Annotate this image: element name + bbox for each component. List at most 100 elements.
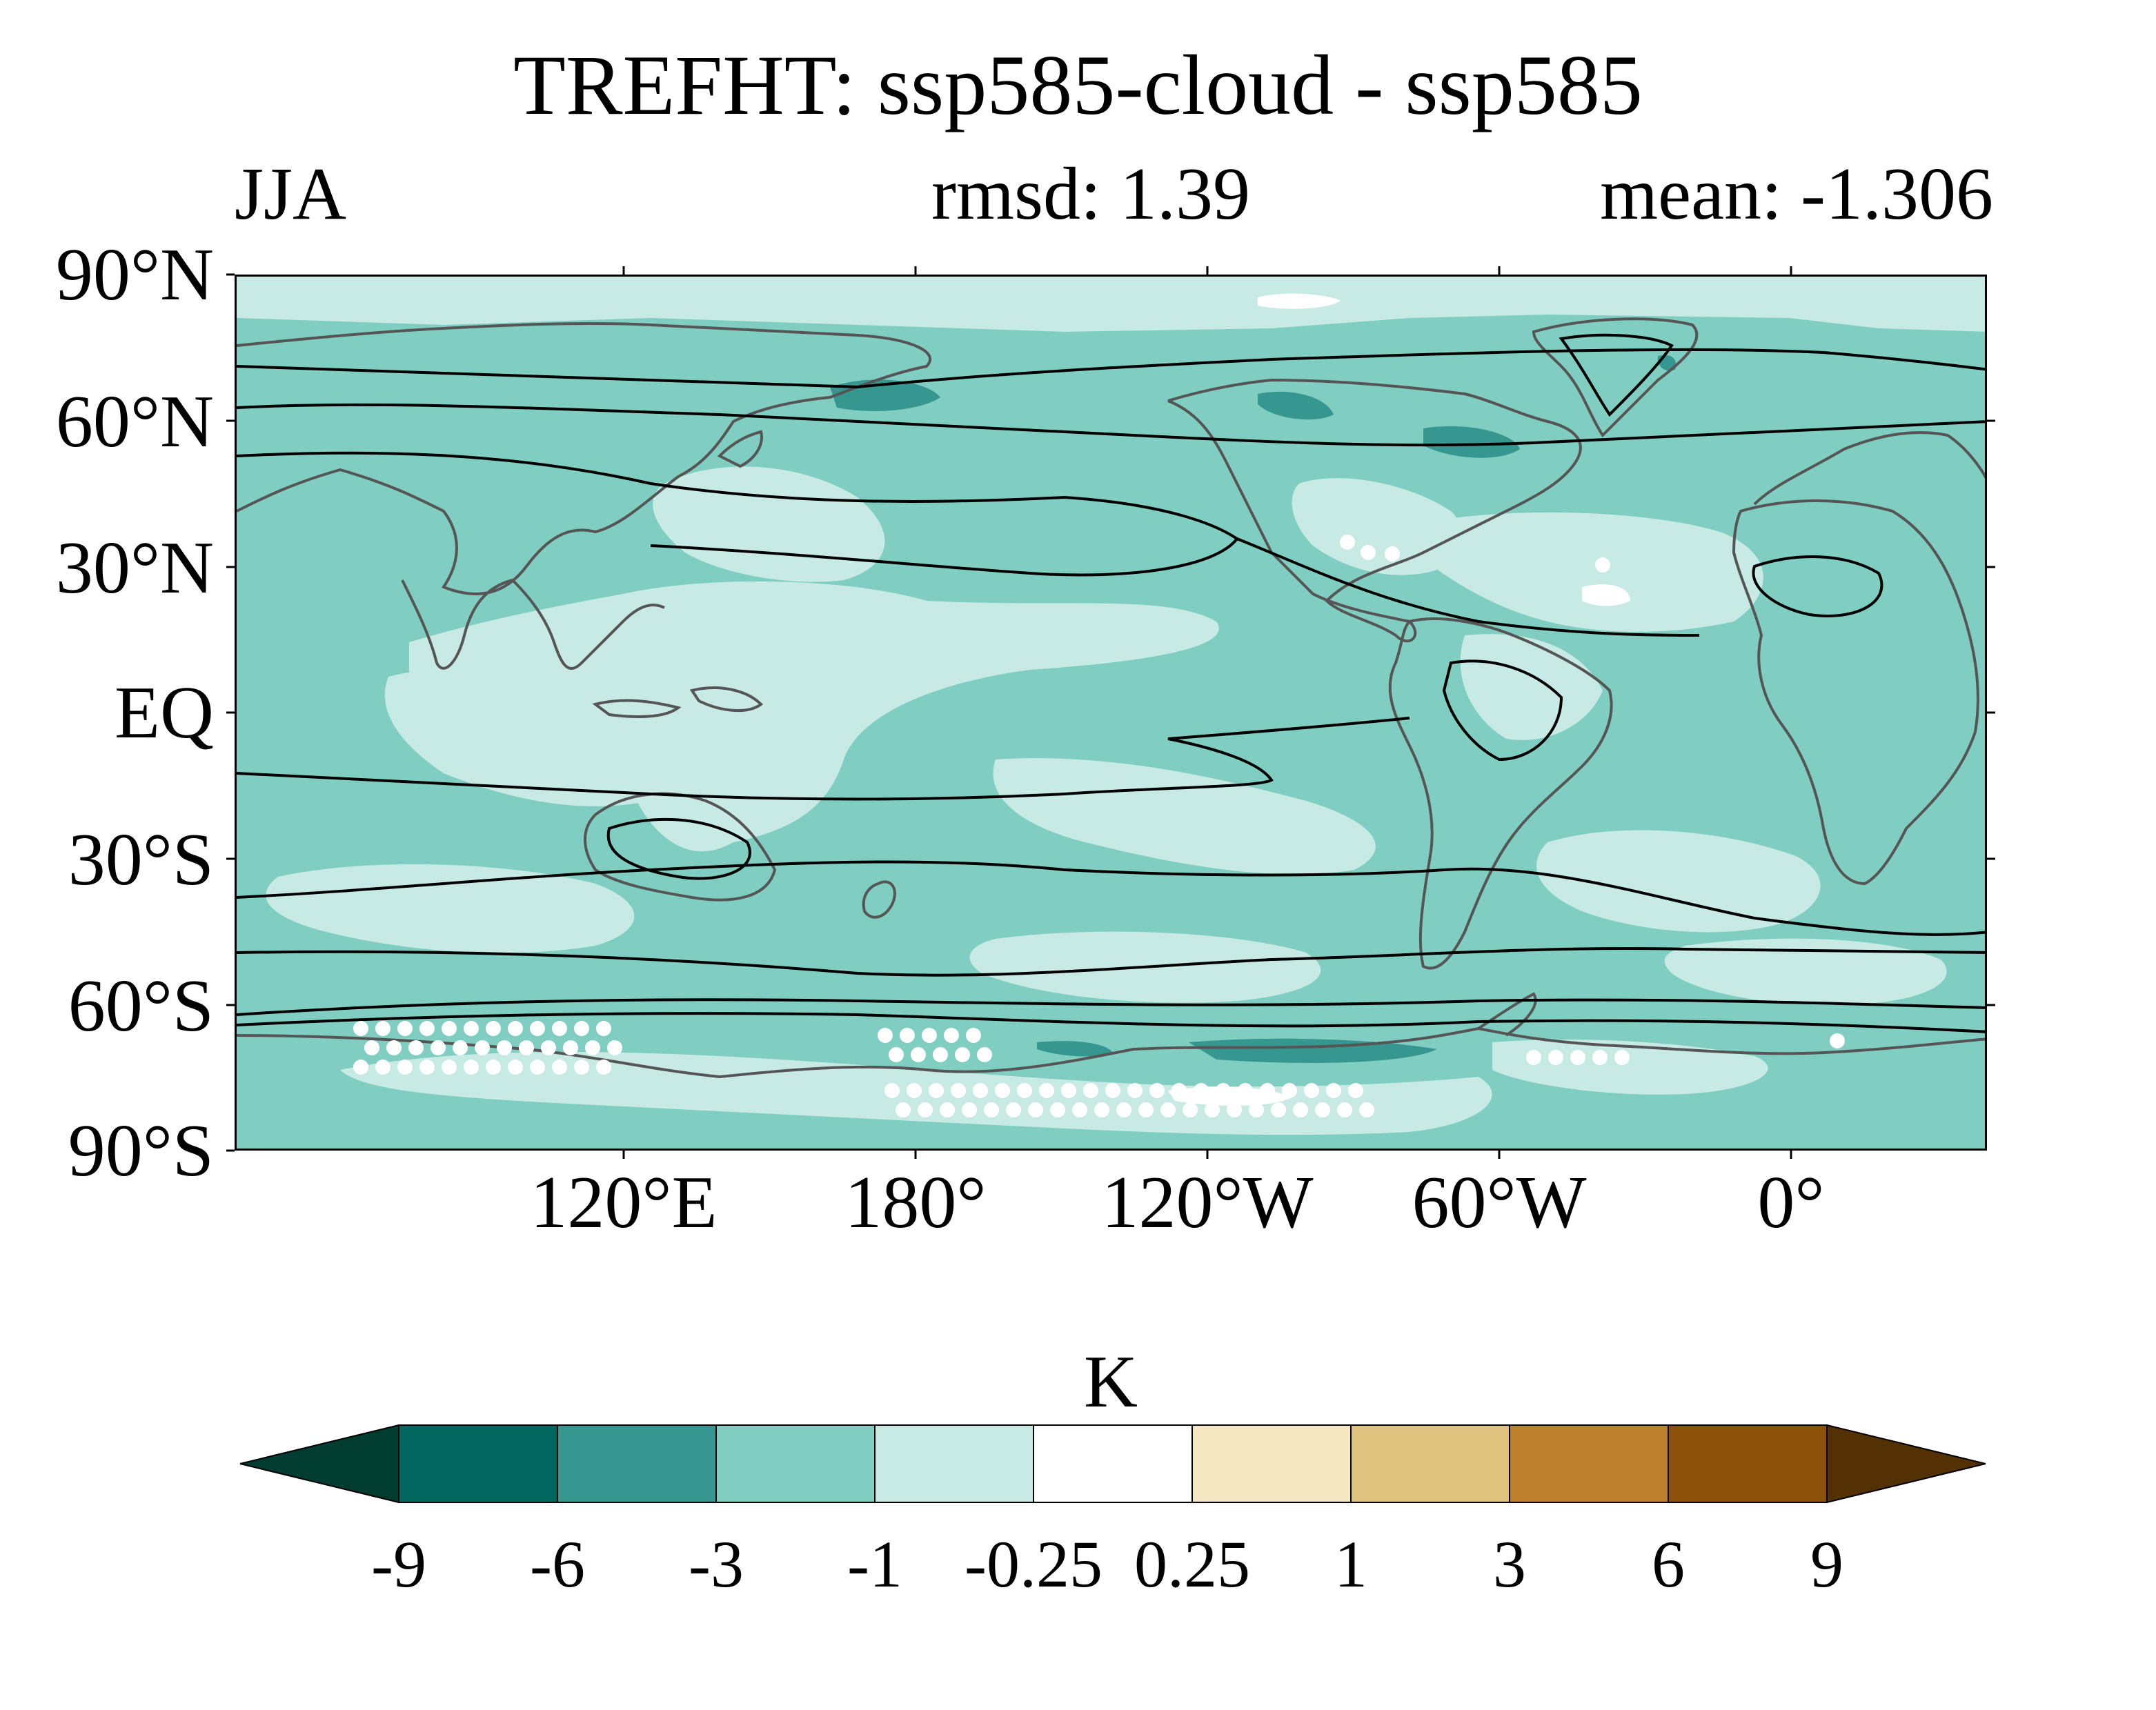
stipple-dot [486,1060,501,1075]
stipple-dot [1050,1102,1065,1117]
stipple-dot [530,1021,545,1036]
stipple-dot [1348,1083,1363,1098]
stipple-dot [1595,557,1610,573]
colorbar-seg-5 [1033,1424,1193,1503]
stipple-dot [442,1021,457,1036]
stipple-dot [519,1040,534,1055]
contour-south-america [1442,659,1563,762]
stipple-dot [353,1060,368,1075]
stipple-dot [1271,1102,1286,1117]
contour-australia [606,817,751,880]
stipple-dot [1361,545,1376,560]
stipple-dot [1216,1083,1231,1098]
stipple-dot [574,1021,589,1036]
stipple-dot [933,1047,948,1062]
africa-coast [1732,499,1979,886]
stipple-dot [1385,546,1400,561]
southern-ocean-light-1 [266,864,635,953]
indian-ocean-light [384,667,665,806]
north-atlantic-light [1410,512,1763,632]
stipple-dot [386,1040,402,1055]
stipple-dot [353,1021,368,1036]
contour-africa [1752,555,1883,617]
stipple-dot [1592,1050,1608,1065]
lon-label-120w: 120°W [1101,1162,1314,1244]
stipple-dot [929,1083,944,1098]
stipple-dot [1138,1102,1154,1117]
map-panel [235,275,1987,1151]
lon-label-60w: 60°W [1412,1162,1587,1244]
stipple-dot [397,1060,413,1075]
greenland-coast [1532,317,1699,438]
stipple-dot [464,1021,479,1036]
stipple-dot [408,1040,424,1055]
stipple-dot [442,1060,457,1075]
stipple-dot [431,1040,446,1055]
stipple-dot [1830,1033,1845,1048]
lat-label-90n: 90°N [55,234,214,316]
contour-north-atlantic [1236,537,1700,637]
weddell-dark-patch [1037,1041,1113,1057]
stipple-dot [1526,1050,1541,1065]
stipple-dot [1282,1083,1297,1098]
stipple-dot [966,1028,981,1043]
atlantic-white-patch [1582,584,1630,606]
stipple-dot [419,1021,435,1036]
stipple-dot [984,1102,999,1117]
eurasia-coast [237,321,932,595]
japan-coast [717,430,763,468]
stipple-dot [884,1083,900,1098]
map-svg [237,277,1985,1149]
contour-north-midlatitude-2 [237,451,1239,577]
colorbar-seg-1 [398,1424,558,1503]
new-zealand-coast [862,880,896,919]
stipple-dot [1340,535,1355,550]
climatology-contours [237,333,1985,1033]
hudson-bay-dark-patch [1423,426,1520,458]
stipple-dot [563,1040,578,1055]
colorbar-label: -1 [847,1527,902,1601]
lat-label-30s: 30°S [68,819,214,901]
stipple-dot [889,1047,904,1062]
south-pacific-light [993,758,1376,875]
lat-label-60s: 60°S [68,965,214,1047]
stipple-dot [1028,1102,1043,1117]
stipple-dot [1227,1102,1242,1117]
stipple-dot [475,1040,490,1055]
stipple-dot [1205,1102,1220,1117]
stipple-dot [552,1060,567,1075]
colorbar-right-arrow [1826,1424,1986,1504]
stipple-dot [1548,1050,1563,1065]
southern-ocean-light-3 [1664,938,1947,1005]
stipple-dot [508,1060,523,1075]
stipple-dot [1326,1083,1341,1098]
colorbar-seg-4 [874,1424,1034,1503]
stipple-dot [973,1083,988,1098]
stipple-dot [486,1021,501,1036]
lat-label-90s: 90°S [68,1110,214,1192]
europe-coast [1753,431,1985,506]
stipple-dot [1061,1083,1076,1098]
stipple-dot [1194,1083,1209,1098]
colorbar-label: 6 [1652,1527,1685,1601]
south-america-coast [1388,617,1613,970]
rmsd-label: rmsd: 1.39 [931,153,1251,235]
stipple-dot [541,1040,556,1055]
mean-label: mean: -1.306 [1600,153,1993,235]
stipple-dot [1304,1083,1319,1098]
stipple-dot [530,1060,545,1075]
indonesia-coast [592,686,764,718]
india-coast [401,579,513,670]
colorbar-seg-3 [715,1424,876,1503]
stipple-dot [552,1021,567,1036]
stipple-dot [607,1040,622,1055]
stipple-dot [364,1040,379,1055]
colorbar-unit: K [1084,1341,1138,1423]
colorbar-label: 0.25 [1134,1527,1250,1601]
stipple-dot [585,1040,600,1055]
stipple-dot [918,1102,933,1117]
stipple-dot [1094,1102,1109,1117]
stipple-dot [375,1021,390,1036]
stipple-dot [955,1047,970,1062]
stipple-dot [1006,1102,1021,1117]
